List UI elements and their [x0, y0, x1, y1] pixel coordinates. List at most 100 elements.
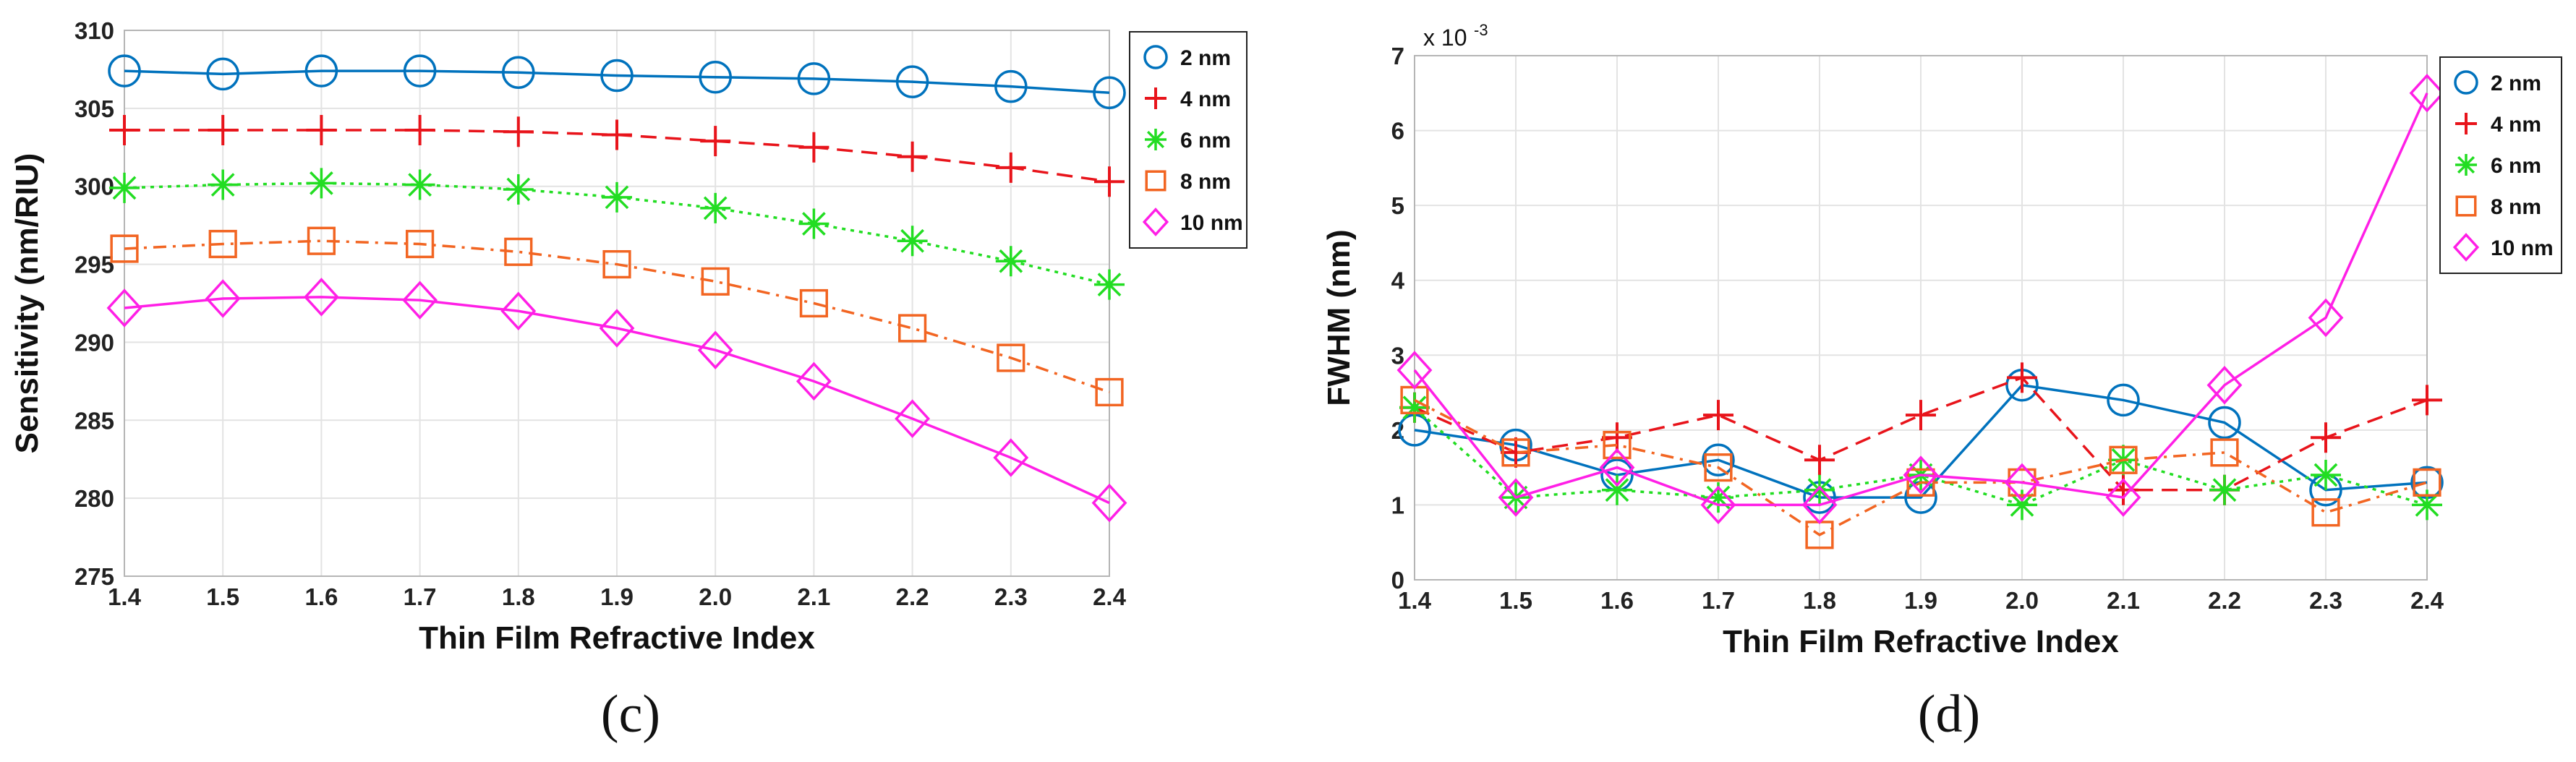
data-point	[1804, 445, 1835, 476]
series-10-nm	[1396, 74, 2445, 525]
data-point	[2311, 460, 2341, 490]
axis-multiplier-exponent: -3	[1474, 21, 1488, 39]
chart-fwhm: 1.4 1.5 1.6 1.7 1.8 1.9 2.0 2.1 2.2 2.3 2.40123456…	[1321, 21, 2562, 744]
legend-label: 6 nm	[2491, 154, 2541, 178]
data-point	[206, 57, 239, 91]
data-point	[1603, 430, 1632, 460]
data-point	[403, 54, 437, 87]
x-tick-label: 1.9	[1904, 587, 1937, 614]
data-point	[2412, 489, 2442, 521]
data-point	[1703, 400, 1733, 431]
data-point	[602, 181, 632, 213]
y-tick-label: 6	[1391, 118, 1404, 145]
data-point	[995, 246, 1026, 277]
plot-frame	[1414, 55, 2428, 581]
x-tick-label: 2.0	[2005, 587, 2039, 614]
legend-label: 10 nm	[1180, 211, 1243, 235]
legend-label: 8 nm	[1180, 170, 1231, 194]
x-tick-label: 1.9	[600, 583, 634, 610]
data-point	[404, 115, 435, 146]
x-tick-label: 2.2	[2208, 587, 2241, 614]
data-point	[993, 438, 1029, 477]
x-tick-label: 1.5	[206, 583, 239, 610]
legend-label: 4 nm	[2491, 113, 2541, 137]
y-tick-label: 310	[74, 17, 114, 44]
series-line	[1414, 383, 2428, 499]
data-point	[599, 309, 635, 348]
series-line	[124, 181, 1110, 286]
x-tick-label: 2.3	[994, 583, 1028, 610]
data-point	[895, 399, 931, 438]
data-point	[2409, 74, 2445, 113]
data-point	[895, 65, 929, 98]
data-point	[697, 330, 733, 369]
legend-marker	[2454, 70, 2478, 95]
legend-marker	[2455, 154, 2477, 176]
y-axis-label: Sensitivity (nm/RIU)	[9, 153, 45, 454]
series-line	[124, 239, 1110, 394]
data-point	[205, 279, 241, 318]
x-tick-label: 2.4	[1093, 583, 1127, 610]
data-point	[307, 226, 336, 255]
data-point	[1602, 474, 1632, 505]
x-tick-label: 2.4	[2410, 587, 2444, 614]
data-point	[2209, 474, 2240, 505]
data-point	[798, 132, 829, 163]
data-point	[602, 249, 631, 279]
series-8-nm	[1400, 385, 2441, 549]
data-point	[1599, 448, 1635, 487]
data-point	[1094, 166, 1125, 197]
data-point	[1801, 485, 1838, 525]
data-point	[995, 152, 1026, 183]
data-point	[208, 169, 239, 200]
data-point	[2105, 478, 2141, 517]
data-point	[1091, 483, 1127, 523]
legend: 2 nm 4 nm 6 nm 8 nm 10 nm	[1129, 31, 1248, 249]
series-line	[124, 296, 1110, 505]
data-point	[306, 168, 337, 199]
data-point	[504, 237, 533, 266]
data-point	[798, 208, 829, 239]
x-tick-label: 1.6	[1600, 587, 1634, 614]
y-tick-label: 305	[74, 95, 114, 122]
data-point	[402, 281, 438, 320]
data-point	[1399, 392, 1430, 423]
data-point	[2311, 498, 2340, 527]
data-point	[2308, 298, 2344, 338]
data-point	[1501, 438, 1530, 467]
data-point	[208, 229, 237, 259]
x-tick-label: 1.4	[1398, 587, 1432, 614]
data-point	[994, 69, 1028, 103]
data-point	[1095, 377, 1124, 407]
y-axis-label: FWHM (nm)	[1321, 229, 1357, 406]
data-point	[306, 115, 337, 146]
data-point	[2007, 489, 2037, 521]
legend-label: 10 nm	[2491, 236, 2554, 260]
data-point	[1396, 351, 1433, 390]
data-point	[108, 54, 141, 87]
y-tick-label: 280	[74, 485, 114, 512]
data-point	[699, 60, 732, 94]
data-point	[404, 169, 435, 200]
legend-marker	[2455, 113, 2477, 134]
legend-label: 6 nm	[1180, 129, 1231, 153]
data-point	[502, 56, 535, 89]
data-point	[106, 288, 142, 328]
x-tick-label: 1.5	[1499, 587, 1532, 614]
x-tick-label: 1.8	[502, 583, 535, 610]
x-tick-label: 2.3	[2309, 587, 2342, 614]
data-point	[700, 126, 731, 157]
data-point	[304, 54, 338, 87]
y-tick-label: 1	[1391, 492, 1404, 518]
y-tick-label: 275	[74, 563, 114, 590]
legend-label: 4 nm	[1180, 87, 1231, 111]
series-line	[1413, 93, 2428, 507]
data-point	[1093, 76, 1126, 110]
data-point	[2206, 365, 2243, 405]
data-point	[2007, 362, 2037, 393]
data-point	[1906, 400, 1936, 431]
data-point	[797, 62, 831, 95]
x-tick-label: 1.7	[1702, 587, 1735, 614]
legend-marker	[1142, 207, 1169, 236]
legend-marker	[2452, 233, 2480, 262]
